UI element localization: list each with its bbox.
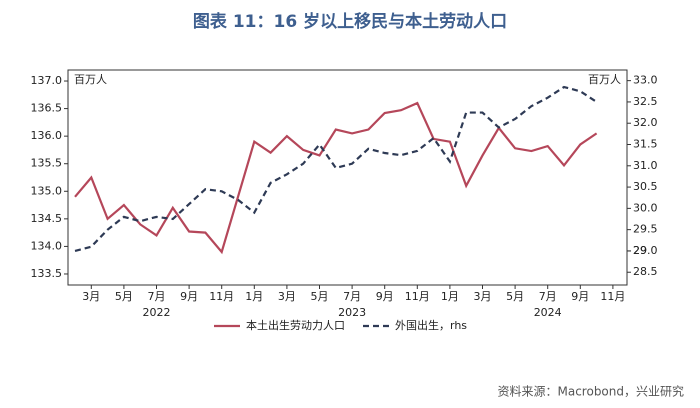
series-line <box>74 101 598 255</box>
x-tick-label: 9月 <box>376 290 394 303</box>
y2-tick-label: 31.0 <box>633 159 658 172</box>
y-tick-label: 136.5 <box>31 102 63 115</box>
y2-tick-label: 29.5 <box>633 223 658 236</box>
y2-tick-label: 32.5 <box>633 95 658 108</box>
y2-unit: 百万人 <box>588 73 621 86</box>
y-tick-label: 135.0 <box>31 184 63 197</box>
y-tick-label: 134.5 <box>31 212 63 225</box>
x-tick-label: 7月 <box>148 290 166 303</box>
x-tick-label: 9月 <box>180 290 198 303</box>
chart-title: 图表 11：16 岁以上移民与本土劳动人口 <box>193 11 507 32</box>
y-tick-label: 135.5 <box>31 157 63 170</box>
x-tick-label: 1月 <box>441 290 459 303</box>
x-tick-label: 5月 <box>311 290 329 303</box>
y2-tick-label: 30.5 <box>633 180 658 193</box>
x-tick-label: 1月 <box>245 290 263 303</box>
y2-tick-label: 33.0 <box>633 74 658 87</box>
x-tick-label: 3月 <box>474 290 492 303</box>
x-tick-label: 11月 <box>405 290 430 303</box>
x-tick-label: 11月 <box>600 290 625 303</box>
year-label: 2022 <box>143 306 171 319</box>
y2-tick-label: 28.5 <box>633 265 658 278</box>
y-tick-label: 133.5 <box>31 267 63 280</box>
x-tick-label: 5月 <box>506 290 524 303</box>
plot-frame <box>67 69 628 286</box>
year-label: 2023 <box>338 306 366 319</box>
y2-tick-label: 30.0 <box>633 201 658 214</box>
y-unit: 百万人 <box>74 73 107 86</box>
y-tick-label: 134.0 <box>31 239 63 252</box>
x-tick-label: 5月 <box>115 290 133 303</box>
x-tick-label: 11月 <box>209 290 234 303</box>
x-tick-label: 7月 <box>343 290 361 303</box>
x-tick-label: 3月 <box>82 290 100 303</box>
legend-label: 本土出生劳动力人口 <box>246 318 345 332</box>
y-tick-label: 137.0 <box>31 74 63 87</box>
year-label: 2024 <box>534 306 562 319</box>
series-line <box>74 85 598 253</box>
y2-tick-label: 32.0 <box>633 116 658 129</box>
source: 资料来源：Macrobond，兴业研究 <box>498 384 685 399</box>
x-tick-label: 7月 <box>539 290 557 303</box>
x-tick-label: 3月 <box>278 290 296 303</box>
y2-tick-label: 29.0 <box>633 244 658 257</box>
y2-tick-label: 29 <box>633 244 647 257</box>
x-tick-label: 9月 <box>571 290 589 303</box>
y2-tick-label: 31.5 <box>633 138 658 151</box>
y-tick-label: 136.0 <box>31 129 63 142</box>
legend-label: 外国出生，rhs <box>395 318 467 332</box>
